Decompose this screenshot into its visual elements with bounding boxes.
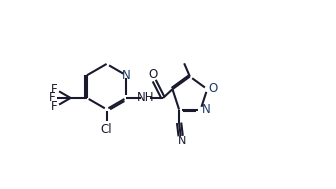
Text: Cl: Cl: [101, 123, 112, 136]
Text: F: F: [51, 83, 57, 96]
Text: O: O: [208, 82, 217, 95]
Text: N: N: [202, 103, 211, 116]
Text: N: N: [122, 69, 131, 82]
Text: F: F: [49, 91, 55, 105]
Text: O: O: [148, 68, 157, 81]
Text: F: F: [51, 100, 57, 113]
Text: N: N: [178, 136, 186, 146]
Text: NH: NH: [137, 91, 155, 105]
